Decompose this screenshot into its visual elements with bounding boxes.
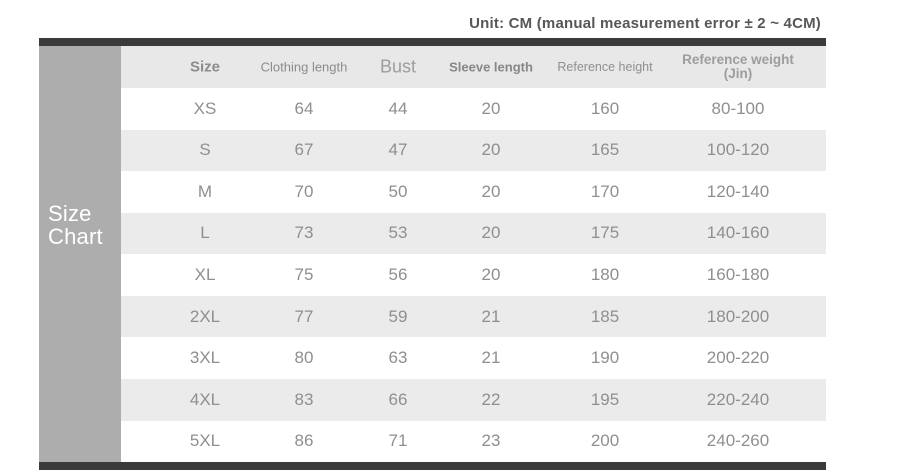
cell-clothing-length: 86 [294,431,314,451]
cell-size: XL [194,265,216,285]
cell-sleeve-length: 20 [481,98,501,118]
cell-clothing-length: 73 [294,223,314,243]
cell-size: L [200,223,210,243]
cell-sleeve-length: 20 [481,181,501,201]
unit-note: Unit: CM (manual measurement error ± 2 ~… [469,15,821,32]
cell-reference-weight: 80-100 [711,98,765,118]
cell-size: XS [193,98,217,118]
cell-bust: 47 [388,140,408,160]
cell-sleeve-length: 20 [481,140,501,160]
cell-reference-height: 180 [590,265,620,285]
table-row-m: M 70 50 20 170 120-140 [121,171,826,213]
table-row-2xl: 2XL 77 59 21 185 180-200 [121,295,826,338]
cell-sleeve-length: 20 [481,265,501,285]
cell-sleeve-length: 22 [481,389,501,409]
cell-clothing-length: 70 [294,181,314,201]
cell-size: 2XL [189,306,221,326]
cell-clothing-length: 83 [294,389,314,409]
table-body: Size Chart Size Clothing length Bust Sle… [39,46,826,463]
top-bar [39,38,826,46]
cell-sleeve-length: 21 [481,348,501,368]
cell-reference-height: 160 [590,98,620,118]
cell-reference-height: 175 [590,223,620,243]
header-clothing-length: Clothing length [260,59,348,75]
cell-clothing-length: 80 [294,348,314,368]
cell-bust: 53 [388,223,408,243]
cell-bust: 71 [388,431,408,451]
table-row-4xl: 4XL 83 66 22 195 220-240 [121,378,826,421]
sidebar: Size Chart [39,46,121,462]
table-row-xs: XS 64 44 20 160 80-100 [121,88,826,130]
cell-bust: 44 [388,98,408,118]
cell-clothing-length: 67 [294,140,314,160]
cell-size: 3XL [189,348,221,368]
header-bust: Bust [379,56,417,77]
header-sleeve-length: Sleeve length [449,59,533,75]
sidebar-label-line1: Size [48,201,92,226]
cell-reference-height: 190 [590,348,620,368]
cell-clothing-length: 64 [294,98,314,118]
header-size: Size [189,58,221,76]
bottom-bar [39,462,826,470]
cell-sleeve-length: 23 [481,431,501,451]
table-row-l: L 73 53 20 175 140-160 [121,212,826,255]
cell-reference-weight: 100-120 [706,140,770,160]
cell-size: S [199,140,211,160]
cell-bust: 50 [388,181,408,201]
cell-size: 4XL [189,389,221,409]
cell-bust: 56 [388,265,408,285]
cell-reference-height: 170 [590,181,620,201]
cell-reference-height: 195 [590,389,620,409]
cell-clothing-length: 75 [294,265,314,285]
cell-size: 5XL [189,431,221,451]
sidebar-label-line2: Chart [48,224,103,249]
cell-reference-weight: 120-140 [706,181,770,201]
cell-reference-height: 185 [590,306,620,326]
header-reference-weight-unit: (Jin) [723,66,753,81]
cell-bust: 63 [388,348,408,368]
cell-sleeve-length: 21 [481,306,501,326]
table-row-5xl: 5XL 86 71 23 200 240-260 [121,420,826,463]
table-row-s: S 67 47 20 165 100-120 [121,129,826,172]
cell-size: M [197,181,213,201]
cell-reference-weight: 180-200 [706,306,770,326]
cell-bust: 59 [388,306,408,326]
cell-reference-weight: 140-160 [706,223,770,243]
header-reference-weight: Reference weight (Jin) [682,53,794,81]
cell-reference-height: 200 [590,431,620,451]
cell-bust: 66 [388,389,408,409]
cell-sleeve-length: 20 [481,223,501,243]
header-reference-weight-line1: Reference weight [682,52,794,67]
cell-clothing-length: 77 [294,306,314,326]
table-header-row: Size Clothing length Bust Sleeve length … [121,46,826,88]
cell-reference-weight: 200-220 [706,348,770,368]
cell-reference-weight: 160-180 [706,265,770,285]
cell-reference-weight: 220-240 [706,389,770,409]
table-row-xl: XL 75 56 20 180 160-180 [121,254,826,296]
cell-reference-weight: 240-260 [706,431,770,451]
header-reference-height: Reference height [557,60,653,74]
size-chart-table: Size Chart Size Clothing length Bust Sle… [39,38,826,470]
cell-reference-height: 165 [590,140,620,160]
table-row-3xl: 3XL 80 63 21 190 200-220 [121,337,826,379]
table-grid: Size Clothing length Bust Sleeve length … [121,46,826,463]
sidebar-label: Size Chart [48,202,103,248]
